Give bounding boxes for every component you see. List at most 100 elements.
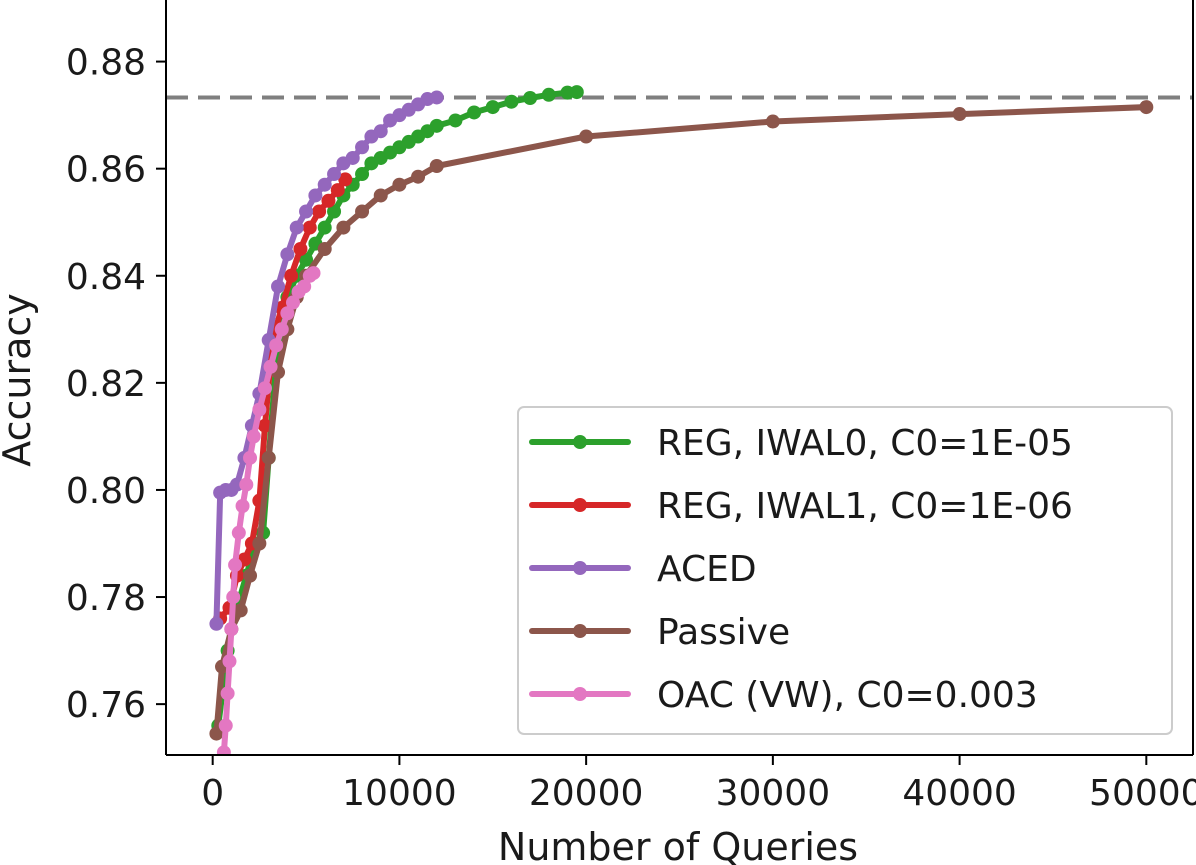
data-point	[284, 268, 299, 283]
data-point	[317, 241, 332, 256]
legend-label: REG, IWAL0, C0=1E-05	[657, 423, 1073, 464]
legend-item: REG, IWAL1, C0=1E-06	[529, 486, 1073, 527]
data-point	[246, 429, 261, 444]
data-point	[1139, 100, 1154, 115]
data-point	[312, 204, 327, 219]
y-tick-label: 0.88	[66, 43, 146, 84]
legend-item: Passive	[529, 612, 790, 653]
legend-swatch-marker	[573, 624, 587, 638]
series-layer	[209, 85, 1154, 755]
data-point	[271, 279, 286, 294]
legend-swatch-marker	[573, 687, 587, 701]
legend-label: OAC (VW), C0=0.003	[657, 675, 1038, 716]
x-axis-label: Number of Queries	[498, 825, 858, 865]
data-point	[261, 450, 276, 465]
legend-label: ACED	[657, 549, 757, 590]
series-5	[216, 266, 321, 755]
data-point	[274, 322, 289, 337]
data-point	[226, 590, 241, 605]
legend-swatch-marker	[573, 435, 587, 449]
data-point	[222, 654, 237, 669]
data-point	[285, 295, 300, 310]
data-point	[231, 525, 246, 540]
y-tick-label: 0.82	[66, 364, 146, 405]
data-point	[392, 177, 407, 192]
legend-item: ACED	[529, 549, 757, 590]
y-axis-label: Accuracy	[0, 293, 39, 467]
data-point	[233, 603, 248, 618]
axes: 0 10000 20000 30000 40000 50000 0.760.780.800…	[66, 0, 1196, 814]
data-point	[299, 204, 314, 219]
data-point	[235, 499, 250, 514]
plot-area	[166, 85, 1193, 755]
data-point	[228, 557, 243, 572]
data-point	[293, 241, 308, 256]
data-point	[330, 183, 345, 198]
data-point	[429, 158, 444, 173]
y-tick-label: 0.78	[66, 578, 146, 619]
data-point	[355, 204, 370, 219]
data-point	[448, 113, 463, 128]
data-point	[338, 172, 353, 187]
data-point	[336, 220, 351, 235]
data-point	[317, 220, 332, 235]
y-ticks: 0.76 0.78 0.80 0.82 0.84 0.86 0.88	[66, 43, 166, 726]
data-point	[280, 306, 295, 321]
data-point	[257, 381, 272, 396]
data-point	[355, 167, 370, 182]
data-point	[257, 418, 272, 433]
data-point	[239, 477, 254, 492]
legend-item: OAC (VW), C0=0.003	[529, 675, 1038, 716]
y-tick-label: 0.76	[66, 685, 146, 726]
data-point	[952, 107, 967, 122]
data-point	[467, 105, 482, 120]
data-point	[317, 177, 332, 192]
data-point	[252, 402, 267, 417]
data-point	[308, 188, 323, 203]
series-line	[213, 104, 1150, 737]
data-point	[327, 167, 342, 182]
data-point	[411, 169, 426, 184]
legend: REG, IWAL0, C0=1E-05 REG, IWAL1, C0=1E-06…	[517, 406, 1173, 735]
data-point	[302, 220, 317, 235]
data-point	[216, 745, 231, 755]
legend-item: REG, IWAL0, C0=1E-05	[529, 423, 1073, 464]
legend-label: Passive	[657, 612, 790, 653]
series-3	[209, 90, 444, 631]
x-ticks: 0 10000 20000 30000 40000 50000	[201, 755, 1196, 814]
data-point	[297, 279, 312, 294]
data-point	[569, 85, 584, 100]
data-point	[485, 100, 500, 115]
data-point	[280, 247, 295, 262]
data-point	[224, 622, 239, 637]
legend-label: REG, IWAL1, C0=1E-06	[657, 486, 1073, 527]
x-tick-label: 50000	[1089, 773, 1196, 814]
data-point	[209, 616, 224, 631]
data-point	[321, 193, 336, 208]
data-point	[306, 266, 321, 281]
data-point	[263, 359, 278, 374]
data-point	[269, 338, 284, 353]
data-point	[579, 129, 594, 144]
data-point	[243, 450, 258, 465]
data-point	[220, 686, 235, 701]
x-tick-label: 10000	[342, 773, 457, 814]
data-point	[373, 188, 388, 203]
legend-frame	[517, 406, 1173, 735]
data-point	[541, 87, 556, 102]
data-point	[429, 118, 444, 133]
data-point	[252, 536, 267, 551]
data-point	[355, 140, 370, 155]
legend-swatch-marker	[573, 561, 587, 575]
data-point	[765, 114, 780, 129]
data-point	[209, 726, 224, 741]
data-point	[429, 90, 444, 105]
data-point	[243, 568, 258, 583]
data-point	[327, 204, 342, 219]
x-tick-label: 20000	[529, 773, 644, 814]
data-point	[289, 220, 304, 235]
x-tick-label: 0	[201, 773, 224, 814]
legend-items: REG, IWAL0, C0=1E-05 REG, IWAL1, C0=1E-06…	[529, 423, 1073, 716]
data-point	[373, 124, 388, 139]
y-tick-label: 0.84	[66, 257, 146, 298]
